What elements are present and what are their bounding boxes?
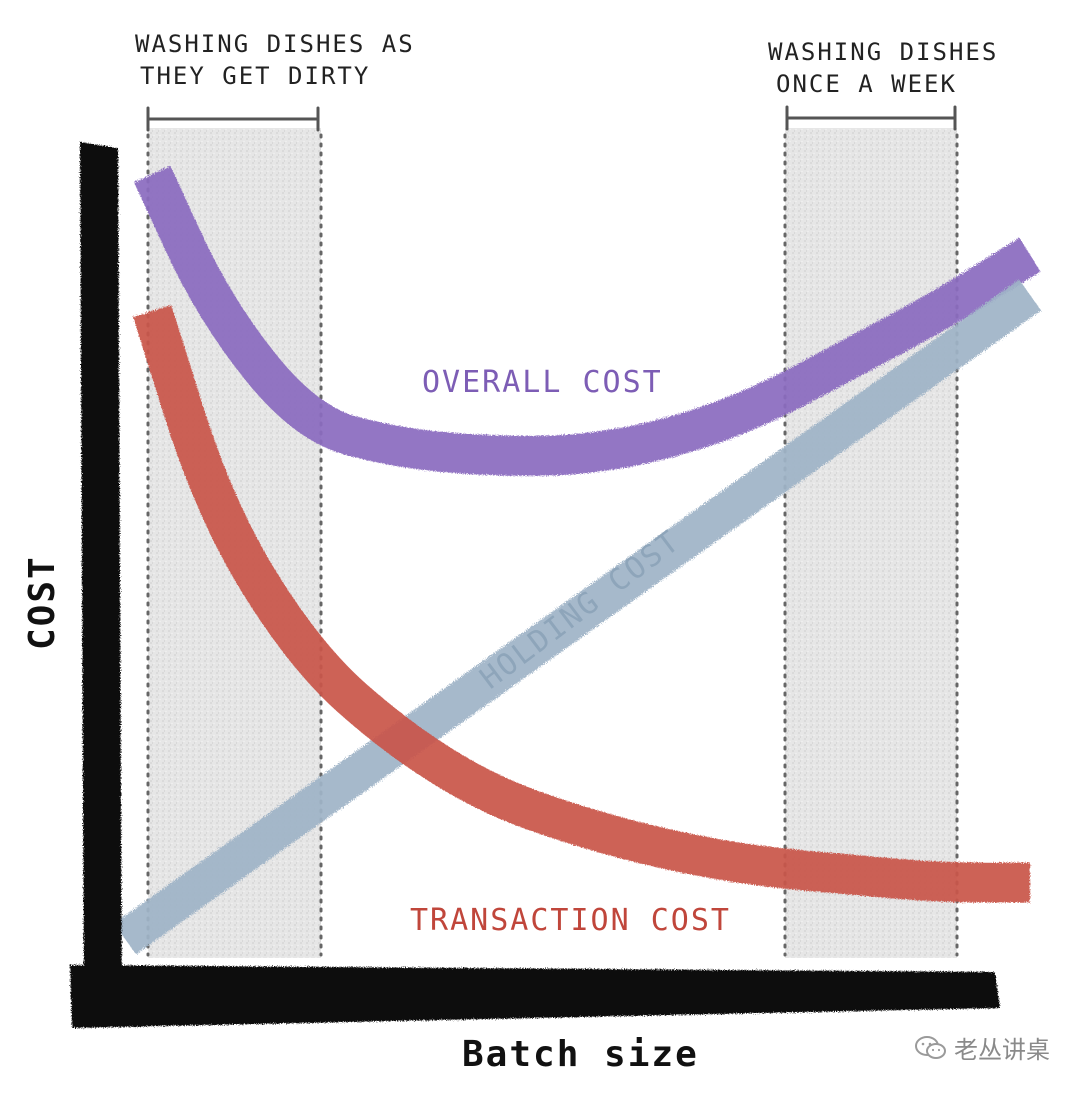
- bracket-right: [785, 105, 957, 131]
- series-label-transaction: TRANSACTION COST: [410, 903, 731, 938]
- band-once-a-week: [785, 128, 957, 958]
- highlight-bands: [146, 105, 959, 958]
- x-axis-label: Batch size: [462, 1034, 699, 1075]
- series-label-holding: HOLDING COST: [474, 524, 687, 697]
- bracket-left: [146, 106, 320, 132]
- watermark: 老丛讲桌: [914, 1030, 1050, 1065]
- band-right-label-line2: ONCE A WEEK: [776, 70, 957, 98]
- x-axis: [70, 965, 1000, 1028]
- y-axis-label: COST: [22, 555, 63, 650]
- series-line-holding-cost: [113, 279, 1042, 955]
- axes: [70, 142, 1000, 1028]
- band-left-label-line1: WASHING DISHES AS: [135, 30, 415, 58]
- band-right-label-line1: WASHING DISHES: [768, 38, 998, 66]
- series-line-overall-cost: [134, 165, 1041, 476]
- series-line-transaction-cost: [133, 305, 1030, 903]
- watermark-text: 老丛讲桌: [954, 1036, 1050, 1064]
- series-layer: [113, 165, 1042, 955]
- series-label-overall: OVERALL COST: [422, 365, 663, 400]
- band-left-label-line2: THEY GET DIRTY: [140, 62, 370, 90]
- wechat-icon: [915, 1035, 946, 1059]
- y-axis: [80, 142, 122, 1022]
